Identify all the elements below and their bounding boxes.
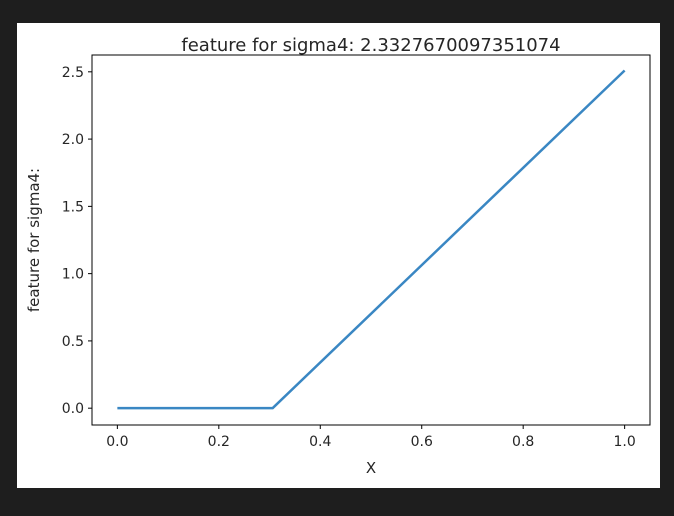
x-tick-label: 0.8: [512, 434, 534, 450]
x-axis-label: X: [366, 459, 376, 477]
x-tick-label: 0.0: [106, 434, 128, 450]
y-axis-label: feature for sigma4:: [25, 168, 43, 312]
x-tick-label: 1.0: [614, 434, 636, 450]
plot-area-frame: [91, 54, 651, 426]
y-axis-ticks: 0.0 0.5 1.0 1.5 2.0 2.5: [62, 65, 92, 417]
y-tick-label: 2.5: [62, 65, 84, 81]
x-tick-label: 0.6: [411, 434, 433, 450]
series-line: [117, 69, 626, 410]
y-tick-label: 0.5: [62, 334, 84, 350]
line-chart: feature for sigma4: 2.3327670097351074 X…: [25, 35, 651, 477]
y-tick-label: 1.0: [62, 267, 84, 283]
x-axis-ticks: 0.0 0.2 0.4 0.6 0.8 1.0: [106, 425, 636, 450]
chart-title: feature for sigma4: 2.3327670097351074: [181, 35, 560, 56]
x-tick-label: 0.2: [208, 434, 230, 450]
x-tick-label: 0.4: [309, 434, 331, 450]
series-layer: [117, 69, 626, 410]
y-tick-label: 1.5: [62, 199, 84, 215]
chart-figure: feature for sigma4: 2.3327670097351074 X…: [17, 23, 660, 488]
y-tick-label: 2.0: [62, 132, 84, 148]
y-tick-label: 0.0: [62, 401, 84, 417]
